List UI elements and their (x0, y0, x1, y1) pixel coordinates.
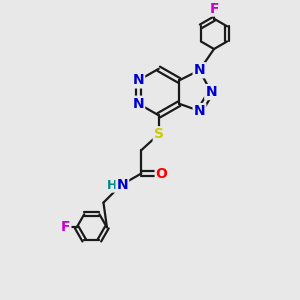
Text: N: N (205, 85, 217, 99)
Text: F: F (61, 220, 70, 234)
Text: S: S (154, 127, 164, 141)
Text: F: F (209, 2, 219, 16)
Text: N: N (117, 178, 128, 192)
Text: H: H (107, 179, 117, 192)
Text: N: N (194, 63, 205, 77)
Text: O: O (156, 167, 168, 181)
Text: N: N (133, 74, 144, 87)
Text: N: N (133, 97, 144, 111)
Text: N: N (194, 104, 205, 118)
